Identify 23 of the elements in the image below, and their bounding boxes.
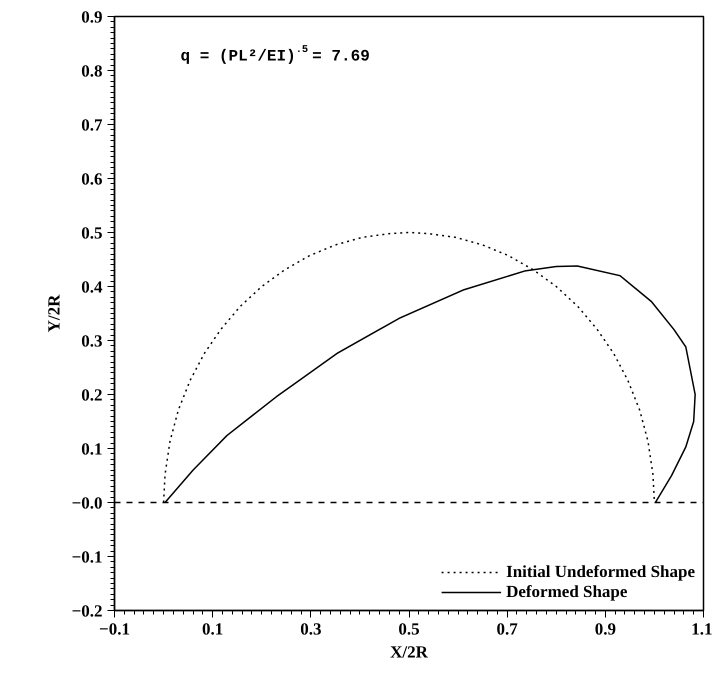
- x-tick-label: 1.1: [691, 620, 712, 638]
- x-tick-label: 0.9: [594, 620, 616, 638]
- y-tick-label: 0.9: [81, 8, 102, 26]
- y-tick-label: −0.2: [72, 602, 102, 620]
- legend-label: Initial Undeformed Shape: [506, 562, 695, 582]
- y-tick-label: 0.4: [81, 278, 103, 296]
- y-tick-label: 0.6: [81, 170, 102, 188]
- x-tick-label: 0.1: [202, 620, 224, 638]
- y-tick-label: −0.1: [72, 548, 102, 566]
- y-tick-label: 0.3: [81, 332, 102, 350]
- y-tick-label: 0.5: [81, 224, 102, 242]
- y-tick-label: 0.7: [81, 116, 103, 134]
- y-tick-label: 0.1: [81, 440, 102, 458]
- x-axis-title: X/2R: [390, 642, 429, 662]
- legend-label: Deformed Shape: [506, 582, 628, 602]
- x-tick-label: −0.1: [99, 620, 130, 638]
- y-tick-label: 0.2: [81, 386, 102, 404]
- y-tick-label: 0.8: [81, 62, 102, 80]
- y-axis-title: Y/2R: [44, 294, 64, 332]
- x-tick-label: 0.5: [398, 620, 420, 638]
- x-tick-label: 0.7: [496, 620, 518, 638]
- x-tick-label: 0.3: [300, 620, 322, 638]
- y-tick-label: −0.0: [72, 494, 102, 512]
